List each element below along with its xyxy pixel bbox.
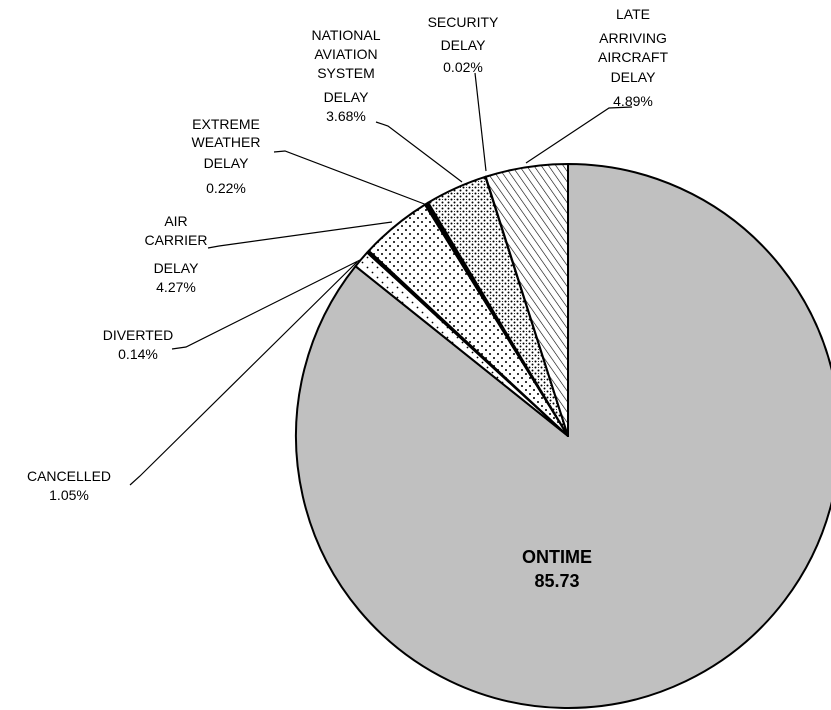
label-national-aviation-value: 3.68%: [326, 108, 366, 124]
label-late-arriving-line-1: LATE: [616, 6, 650, 22]
label-late-arriving-value: 4.89%: [613, 93, 653, 109]
label-late-arriving-line-3: AIRCRAFT: [598, 49, 668, 65]
leader-line-diverted: [171, 259, 361, 350]
label-diverted-value: 0.14%: [118, 346, 158, 362]
pie-slice-late-arriving-aircraft-delay: [484, 163, 569, 437]
label-cancelled-name: CANCELLED: [27, 468, 111, 484]
label-late-arriving-line-2: ARRIVING: [599, 30, 667, 46]
label-national-aviation-line-3: SYSTEM: [317, 65, 375, 81]
pie-slice-ontime: [295, 163, 831, 709]
leader-line-extreme-weather-delay: [273, 150, 428, 206]
label-late-arriving-line-4: DELAY: [611, 69, 657, 85]
label-national-aviation-line-1: NATIONAL: [312, 27, 381, 43]
label-security-value: 0.02%: [443, 59, 483, 75]
leader-line-air-carrier-delay: [207, 221, 393, 249]
leader-line-security-delay: [474, 72, 487, 172]
leader-line-cancelled: [129, 261, 358, 486]
leader-lines: [129, 72, 633, 486]
leader-line-late-arriving-aircraft-delay: [525, 106, 633, 164]
label-air-carrier-value: 4.27%: [156, 279, 196, 295]
label-diverted-name: DIVERTED: [103, 327, 174, 343]
label-ontime-name: ONTIME: [522, 547, 592, 567]
pie-slices: [295, 163, 831, 709]
label-extreme-weather-line-3: DELAY: [204, 155, 250, 171]
label-security-line-2: DELAY: [441, 37, 487, 53]
label-extreme-weather-line-2: WEATHER: [192, 134, 261, 150]
label-security-line-1: SECURITY: [428, 14, 499, 30]
slice-labels: ONTIME 85.73 CANCELLED 1.05% DIVERTED 0.…: [27, 6, 668, 591]
leader-line-national-aviation-system-delay: [375, 121, 463, 183]
label-air-carrier-line-2: CARRIER: [144, 232, 207, 248]
label-cancelled-value: 1.05%: [49, 487, 89, 503]
label-national-aviation-line-2: AVIATION: [314, 46, 377, 62]
label-air-carrier-line-3: DELAY: [154, 260, 200, 276]
label-national-aviation-line-4: DELAY: [324, 89, 370, 105]
label-extreme-weather-line-1: EXTREME: [192, 116, 260, 132]
label-air-carrier-line-1: AIR: [164, 213, 187, 229]
label-extreme-weather-value: 0.22%: [206, 180, 246, 196]
label-ontime-value: 85.73: [534, 571, 579, 591]
